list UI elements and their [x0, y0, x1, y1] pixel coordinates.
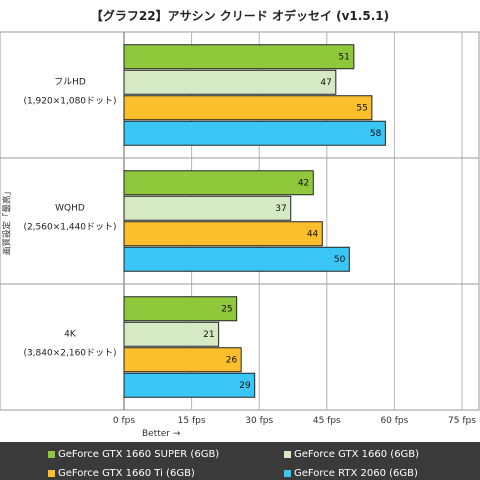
chart-title: 【グラフ22】アサシン クリード オデッセイ (v1.5.1) [90, 9, 390, 23]
bar-value-label: 58 [370, 129, 382, 139]
bar-value-label: 21 [203, 330, 214, 340]
category-sublabel: (3,840×2,160ドット) [23, 349, 116, 359]
x-axis-label: Better → [142, 429, 181, 439]
legend-item: GeForce GTX 1660 SUPER (6GB) [48, 448, 284, 461]
category-labels: フルHD (1,920×1,080ドット) WQHD (2,560×1,440ドット)… [23, 78, 116, 359]
bar-value-label: 44 [307, 229, 319, 239]
bar-value-label: 25 [221, 304, 232, 314]
category-sublabel: (1,920×1,080ドット) [23, 97, 116, 107]
category-label: フルHD [54, 78, 86, 88]
bar-value-label: 51 [338, 52, 349, 62]
bar-chart: 51 47 55 58 42 37 44 50 25 21 26 29 フルHD (1,920×1,08… [0, 31, 480, 439]
bar-value-label: 29 [239, 381, 251, 391]
bar-value-label: 37 [275, 204, 286, 214]
legend-item: GeForce GTX 1660 (6GB) [284, 448, 474, 461]
x-tick-label: 60 fps [380, 416, 408, 426]
legend-swatch [284, 450, 291, 458]
x-tick-label: 75 fps [448, 416, 476, 426]
legend-swatch [48, 450, 55, 458]
bar [123, 195, 292, 221]
legend-item: GeForce RTX 2060 (6GB) [284, 468, 474, 480]
legend-label: GeForce GTX 1660 SUPER (6GB) [58, 448, 220, 460]
legend: GeForce GTX 1660 SUPER (6GB) GeForce GTX … [0, 442, 480, 480]
bar [123, 95, 373, 121]
bar-value-label: 50 [334, 255, 346, 265]
bar [123, 120, 386, 146]
category-separators [0, 157, 479, 285]
legend-item: GeForce GTX 1660 Ti (6GB) [48, 468, 284, 480]
x-axis-ticks: 0 fps 15 fps 30 fps 45 fps 60 fps 75 fps [113, 416, 476, 426]
bar [123, 246, 350, 272]
x-tick-label: 45 fps [313, 416, 341, 426]
bar [123, 221, 323, 247]
bar [123, 69, 337, 95]
bar [123, 321, 220, 347]
bar [123, 296, 238, 322]
bar-value-label: 26 [226, 355, 238, 365]
bar [123, 170, 314, 196]
plot-frame [0, 31, 480, 411]
category-label: WQHD [55, 204, 85, 214]
x-tick-label: 0 fps [113, 416, 135, 426]
bars: 51 47 55 58 42 37 44 50 25 21 26 29 [123, 44, 386, 398]
bar-value-label: 47 [320, 78, 331, 88]
x-tick-label: 30 fps [245, 416, 273, 426]
y-axis-label: 画質設定「最高」 [2, 187, 13, 255]
bar-value-label: 55 [356, 103, 367, 113]
bar-value-label: 42 [298, 178, 309, 188]
x-tick-label: 15 fps [178, 416, 206, 426]
bar [123, 372, 256, 398]
legend-label: GeForce GTX 1660 (6GB) [294, 448, 420, 460]
bar [123, 347, 242, 373]
bar [123, 44, 355, 70]
legend-label: GeForce GTX 1660 Ti (6GB) [58, 468, 195, 480]
category-label: 4K [64, 330, 77, 340]
legend-swatch [284, 470, 291, 478]
category-sublabel: (2,560×1,440ドット) [23, 223, 116, 233]
legend-swatch [48, 470, 55, 478]
gridlines [123, 32, 463, 410]
legend-label: GeForce RTX 2060 (6GB) [294, 468, 418, 480]
